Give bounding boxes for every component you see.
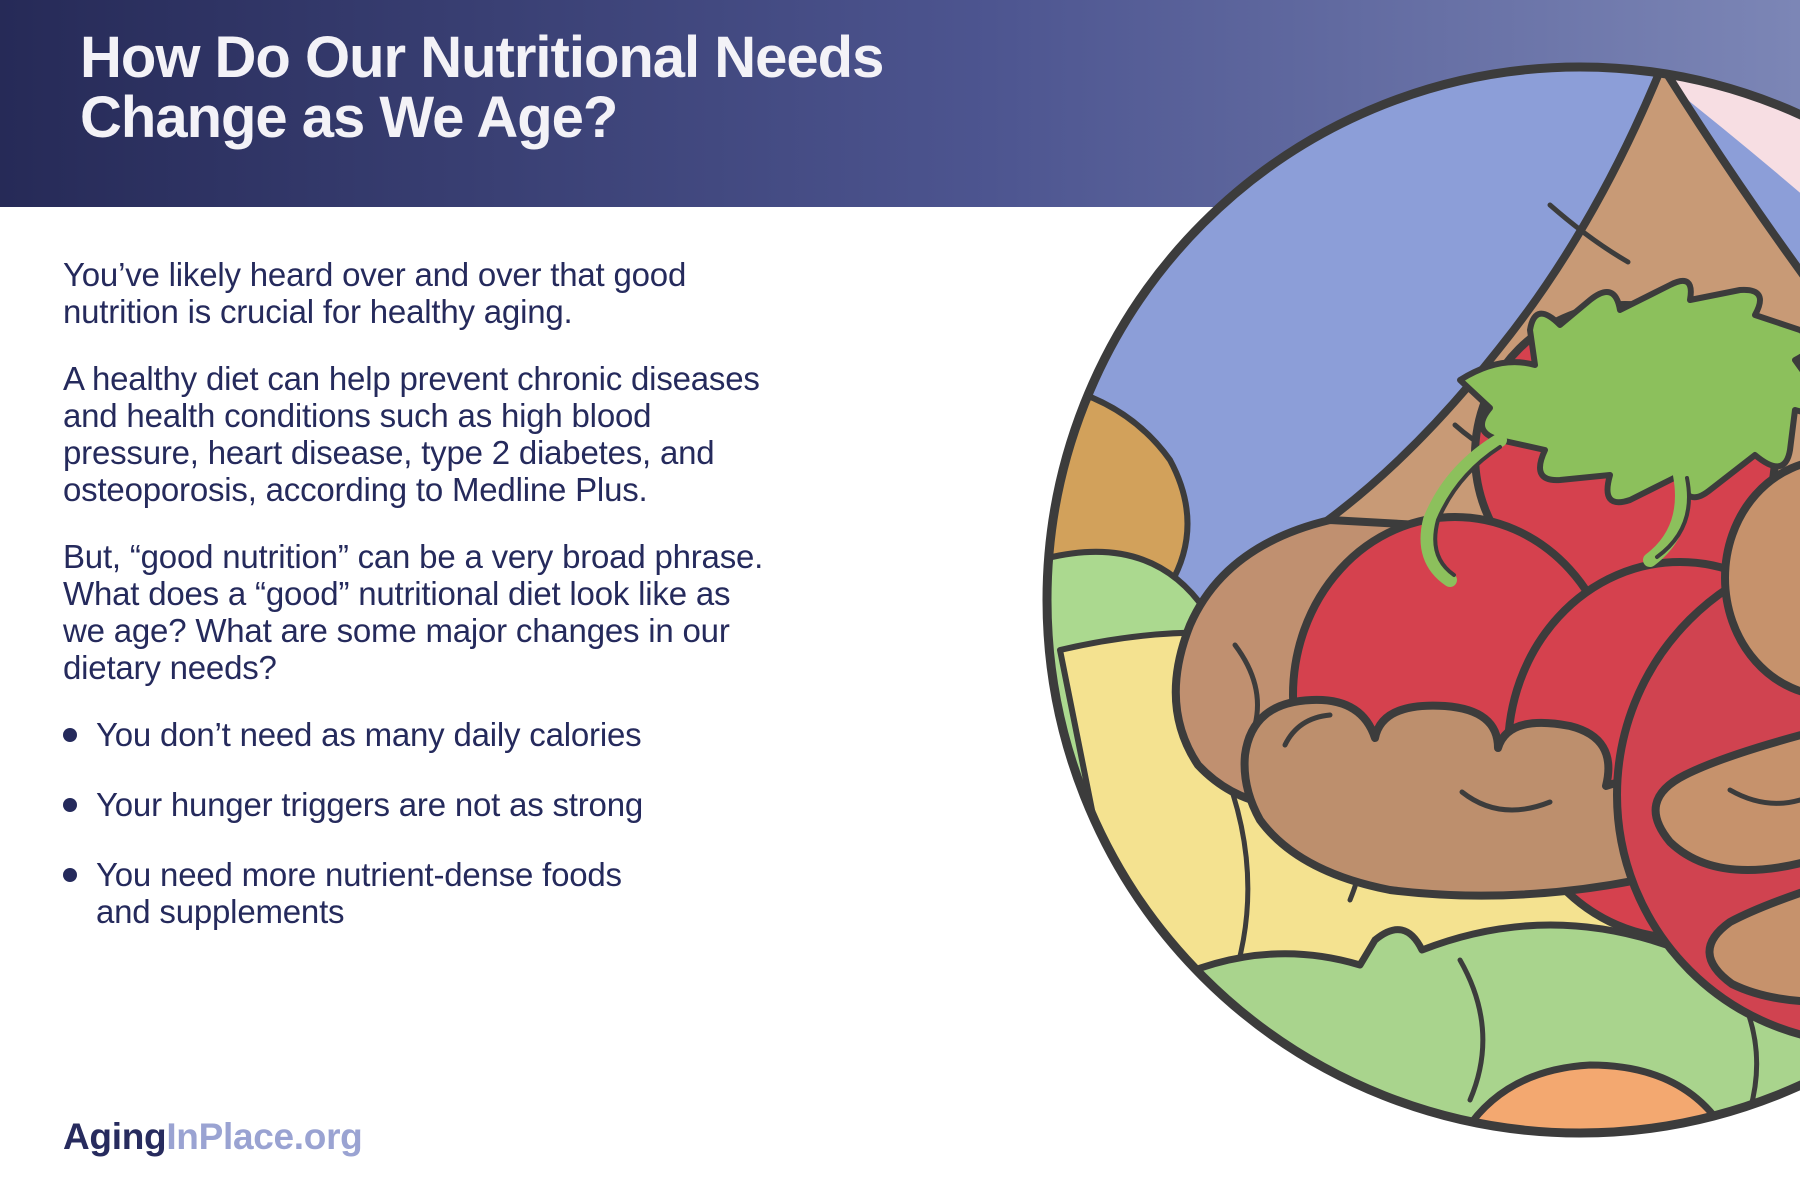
bullet-dot-icon	[63, 868, 77, 882]
paragraph-good-nutrition: But, “good nutrition” can be a very broa…	[63, 538, 764, 686]
vine-tendril-outlines	[1433, 445, 1691, 577]
page-title: How Do Our Nutritional Needs Change as W…	[80, 25, 884, 151]
bullet-dot-icon	[63, 798, 77, 812]
vine-tendrils	[1420, 433, 1689, 587]
right-hand-knuckle	[1721, 456, 1800, 700]
illustration-hands-tomatoes	[1042, 62, 1800, 1138]
fingertip-creases	[1282, 712, 1553, 813]
paragraph-intro: You’ve likely heard over and over that g…	[63, 256, 687, 330]
brand-logo: AgingInPlace.org	[63, 1116, 363, 1158]
paragraph-healthy-diet: A healthy diet can help prevent chronic …	[63, 360, 760, 508]
brand-logo-secondary: InPlace.org	[166, 1116, 363, 1157]
list-item: Your hunger triggers are not as strong	[63, 786, 963, 823]
bullet-dot-icon	[63, 728, 77, 742]
finger-creases	[1727, 787, 1800, 806]
brand-logo-primary: Aging	[63, 1116, 167, 1157]
list-item: You don’t need as many daily calories	[63, 716, 963, 753]
bullet-text-nutrient-dense: You need more nutrient-dense foods and s…	[96, 856, 622, 930]
bullet-text-hunger: Your hunger triggers are not as strong	[96, 786, 644, 823]
right-hand-finger-lower	[1705, 831, 1800, 1006]
carrot	[1456, 1061, 1734, 1133]
bullet-list: You don’t need as many daily calories Yo…	[63, 716, 963, 930]
right-hand-finger-upper	[1651, 696, 1800, 874]
vine-stem	[1457, 278, 1800, 506]
circle-rim	[1042, 62, 1800, 1138]
intro-text: You’ve likely heard over and over that g…	[63, 256, 963, 963]
list-item: You need more nutrient-dense foods and s…	[63, 856, 963, 930]
bullet-text-calories: You don’t need as many daily calories	[96, 716, 642, 753]
